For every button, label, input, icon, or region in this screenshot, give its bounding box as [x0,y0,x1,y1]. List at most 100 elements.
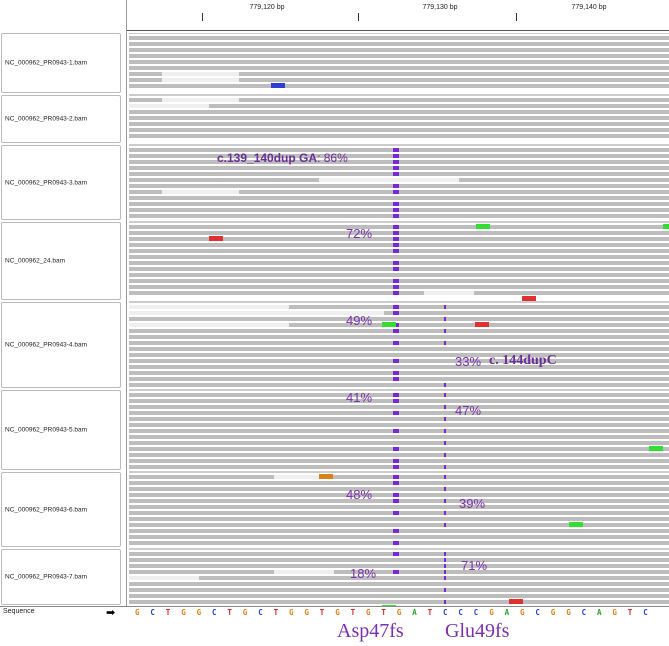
sequence-base: T [627,608,633,617]
aligned-read [129,347,669,351]
alignment-track[interactable] [129,390,669,472]
aligned-read [129,435,669,439]
insertion-marker [393,160,399,164]
aligned-read [129,190,669,194]
aligned-read [129,78,669,82]
insertion-marker [444,393,446,397]
aligned-read [129,417,669,421]
strand-arrow-icon[interactable]: ➡ [106,607,116,619]
mismatch-marker [522,296,536,301]
insertion-marker [393,393,399,397]
track-label-24[interactable]: NC_000962_24.bam [1,222,121,300]
insertion-marker [393,148,399,152]
aligned-read [129,273,669,277]
alignment-track[interactable] [129,472,669,549]
sequence-base: T [427,608,433,617]
panel-divider[interactable] [126,0,127,618]
aligned-read [129,558,669,562]
aligned-read [129,267,669,271]
allele-frequency-label: 39% [459,496,486,511]
sequence-base: C [473,608,479,617]
aligned-read [129,237,669,241]
insertion-marker [393,208,399,212]
aligned-read [129,261,669,265]
insertion-marker [393,552,399,556]
allele-frequency-label: 33% [455,354,482,369]
aligned-read [129,552,669,556]
insertion-marker [393,377,399,381]
alignment-track[interactable] [129,33,669,95]
insertion-marker [393,411,399,415]
insertion-marker [444,405,446,409]
aligned-read [129,423,669,427]
aligned-read [129,383,669,387]
soft-clipped-read [129,576,199,580]
insertion-marker [393,305,399,309]
aligned-read [129,511,669,515]
alignment-track[interactable] [129,302,669,390]
genomic-ruler[interactable]: 779,120 bp 779,130 bp 779,140 bp [127,0,669,31]
insertion-marker [393,529,399,533]
insertion-marker [393,447,399,451]
track-label-pr0943-2[interactable]: NC_000962_PR0943-2.bam [1,95,121,143]
aligned-read [129,60,669,64]
aligned-read [129,36,669,40]
aligned-read [129,405,669,409]
sequence-base: C [258,608,263,617]
aligned-read [129,335,669,339]
reference-sequence-track[interactable]: Sequence ➡ G C T G G C T G C T G G T G T G T G A T C C C G A G C G G… [0,606,669,619]
track-label-pr0943-3[interactable]: NC_000962_PR0943-3.bam [1,145,121,220]
track-label-pr0943-7[interactable]: NC_000962_PR0943-7.bam [1,549,121,605]
track-label-pr0943-6[interactable]: NC_000962_PR0943-6.bam [1,472,121,547]
mismatch-marker [649,446,663,451]
aligned-read [129,249,669,253]
aligned-read [129,523,669,527]
insertion-marker [393,190,399,194]
aligned-read [129,441,669,445]
aligned-read [129,459,669,463]
track-label-pr0943-5[interactable]: NC_000962_PR0943-5.bam [1,390,121,470]
insertion-marker [393,166,399,170]
insertion-marker [444,383,446,387]
insertion-marker [444,511,446,515]
allele-frequency-label: 41% [346,390,373,405]
alignment-track[interactable] [129,222,669,302]
mismatch-marker [382,322,396,327]
track-label-pr0943-4[interactable]: NC_000962_PR0943-4.bam [1,302,121,388]
insertion-marker [393,311,399,315]
sequence-base: T [227,608,232,617]
mismatch-marker [319,474,333,479]
insertion-marker [444,441,446,445]
amino-acid-label-glu49fs: Glu49fs [445,620,510,642]
insertion-marker [444,576,446,580]
aligned-read [129,535,669,539]
insertion-marker [393,267,399,271]
insertion-marker [444,429,446,433]
sequence-base: C [643,608,648,617]
aligned-read [129,359,669,363]
aligned-read [129,371,669,375]
soft-clipped-read [319,178,459,182]
sequence-base: G [289,608,294,617]
insertion-marker [393,323,399,327]
track-label-pr0943-1[interactable]: NC_000962_PR0943-1.bam [1,33,121,93]
sequence-base: C [443,608,448,617]
alignment-track[interactable] [129,145,669,222]
aligned-read [129,517,669,521]
sequence-label: Sequence [3,608,35,615]
aligned-read [129,311,669,315]
ruler-tick-label: 779,130 bp [422,4,458,11]
insertion-marker [444,552,446,556]
aligned-read [129,291,669,295]
alignment-track[interactable] [129,549,669,607]
sequence-base: G [242,608,248,617]
insertion-marker [393,465,399,469]
aligned-read [129,285,669,289]
sequence-base: G [196,608,202,617]
insertion-marker [444,417,446,421]
mismatch-marker [382,605,396,606]
sequence-base: G [366,608,371,617]
aligned-read [129,154,669,158]
aligned-read [129,447,669,451]
alignment-track[interactable] [129,95,669,145]
